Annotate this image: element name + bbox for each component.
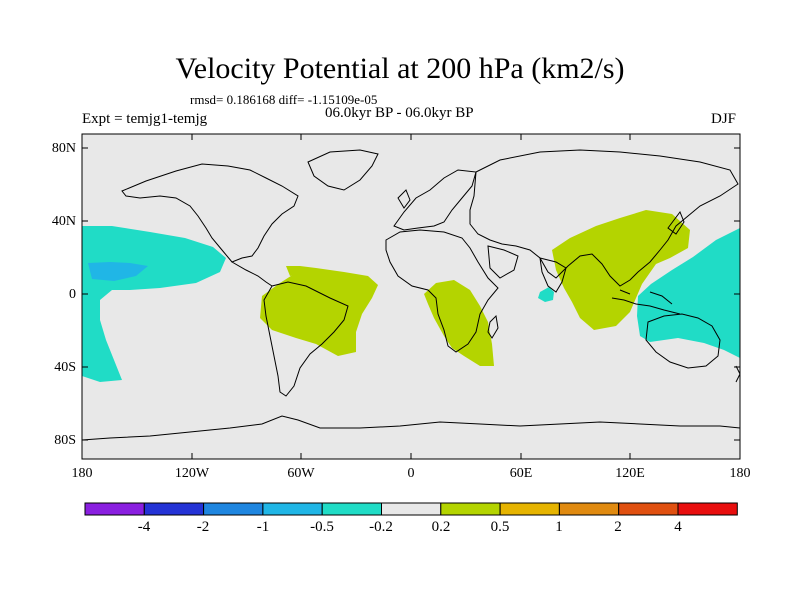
coast-central-america [231,261,273,287]
stats-text: rmsd= 0.186168 diff= -1.15109e-05 [190,92,378,107]
colorbar-label: -0.5 [310,519,334,535]
coast-north-america [121,163,299,263]
positive-region-central-america [286,266,300,276]
colorbar-swatch [262,502,323,516]
season-label: DJF [711,111,737,127]
colorbar [84,502,738,516]
positive-region-asia [552,210,690,330]
colorbar-label: 4 [674,519,682,535]
lat-label-40s: 40S [54,360,76,375]
colorbar-label: -1 [256,519,270,535]
colorbar-swatch [440,502,501,516]
negative-region-mid-pacific [88,262,148,281]
coast-australia [645,313,721,369]
coast-madagascar [487,314,499,339]
colorbar-swatch [321,502,383,516]
negative-region-west-pacific [637,228,740,358]
colorbar-swatch [84,502,145,516]
map-ticks [81,134,741,459]
lon-label-120e: 120E [615,466,645,481]
coast-antarctica [82,415,740,441]
colorbar-label: -0.2 [369,519,393,535]
coast-south-america [263,281,349,397]
positive-region-africa [424,280,494,366]
positive-region-south-america [260,266,378,356]
lon-label-60e: 60E [509,466,533,481]
colorbar-swatch [499,502,560,516]
colorbar-label: 0.5 [490,519,510,535]
lon-label-120w: 120W [174,466,210,481]
colorbar-label: 1 [555,519,563,535]
colorbar-swatch [203,502,264,516]
experiment-label: Expt = temjg1-temjg [82,111,208,127]
coast-new-zealand [735,365,740,383]
coast-india [539,257,567,293]
colorbar-swatch [618,502,679,516]
period-text: 06.0kyr BP - 06.0kyr BP [325,105,474,121]
lon-label-0: 0 [407,466,415,481]
colorbar-label: 2 [614,519,622,535]
map-title: Velocity Potential at 200 hPa (km2/s) [175,52,625,85]
colorbar-swatch [143,502,205,516]
colorbar-label: -4 [137,519,151,535]
lon-label-180w: 180 [71,466,93,481]
coast-uk [397,189,411,209]
coast-asia [469,149,739,287]
colorbar-swatch [558,502,620,516]
lat-label-80s: 80S [54,433,76,448]
coastlines [82,149,740,441]
coast-indonesia [611,289,681,315]
colorbar-label: -2 [196,519,210,535]
lon-label-180e: 180 [729,466,751,481]
coast-europe [393,169,477,231]
colorbar-label: 0.2 [431,519,451,535]
lat-label-40n: 40N [51,214,76,229]
lon-label-60w: 60W [287,466,315,481]
negative-region-indian-ocean [538,287,554,302]
lat-label-0: 0 [69,287,76,302]
coast-greenland [307,149,379,191]
colorbar-swatch [677,502,738,516]
lat-label-80n: 80N [51,141,76,156]
coast-africa [385,229,499,353]
coast-japan [667,210,685,235]
coast-arabia [487,245,519,279]
colorbar-swatch [381,502,442,516]
